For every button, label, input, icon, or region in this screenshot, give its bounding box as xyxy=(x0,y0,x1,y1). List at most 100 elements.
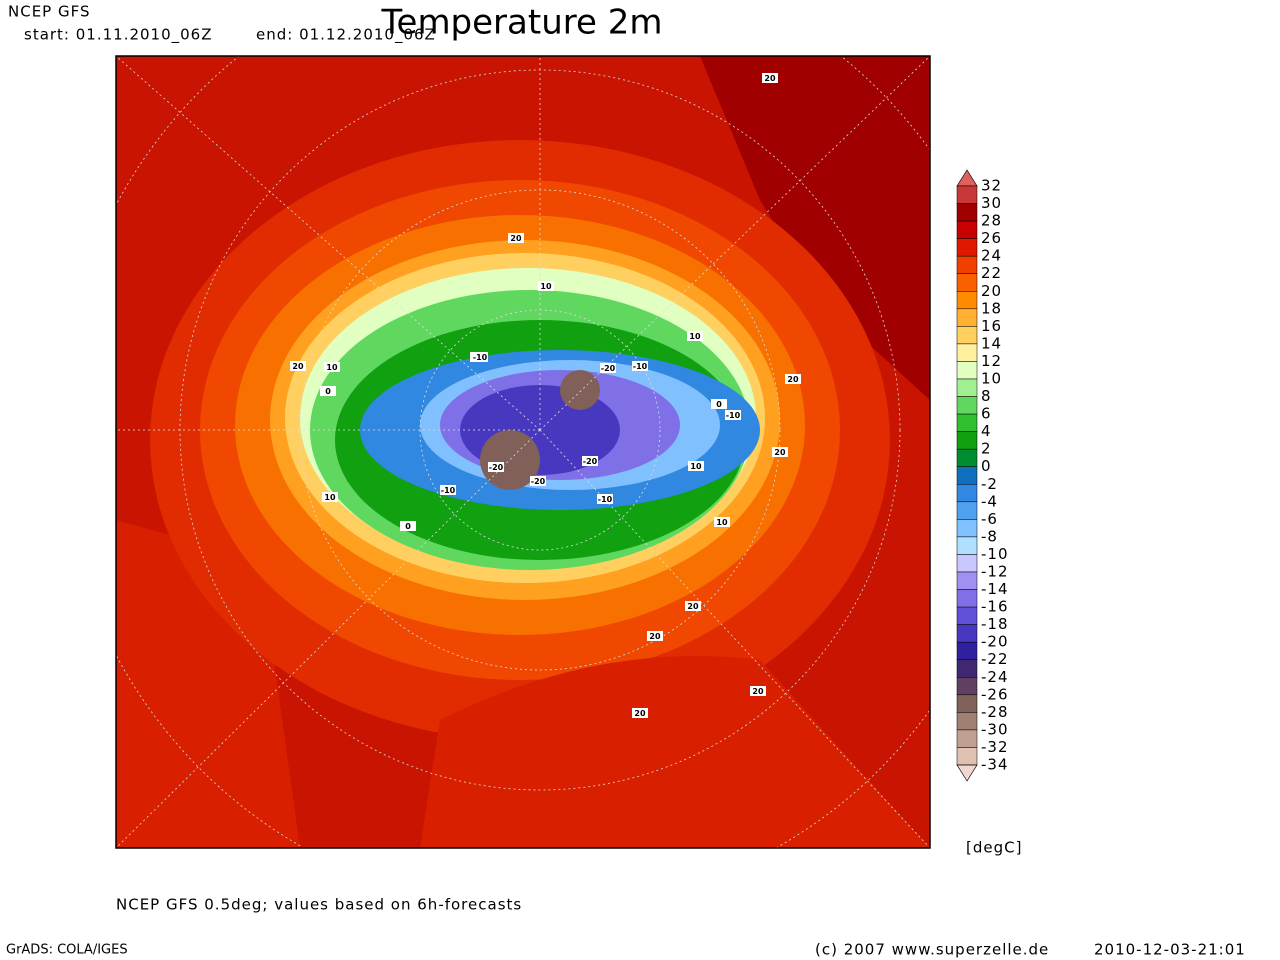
colorbar-swatch xyxy=(956,220,978,239)
contour-label: 10 xyxy=(690,462,702,471)
contour-label: -10 xyxy=(633,362,648,371)
contour-label-box xyxy=(508,233,524,243)
colorbar-label: 24 xyxy=(981,247,1002,265)
contour-label: -20 xyxy=(531,477,546,486)
contour-label-box xyxy=(714,517,730,527)
unit-label: [degC] xyxy=(966,839,1022,857)
colorbar-label: 0 xyxy=(981,457,992,475)
colorbar-label: -18 xyxy=(981,615,1009,633)
colorbar-label: -4 xyxy=(981,492,998,510)
contour-label: 0 xyxy=(325,387,331,396)
contour-label-box xyxy=(472,352,488,362)
colorbar-label: 22 xyxy=(981,264,1002,282)
warm-region xyxy=(700,56,930,400)
colorbar-label: -24 xyxy=(981,668,1009,686)
colorbar-swatch xyxy=(956,238,978,257)
colorbar-label: 28 xyxy=(981,212,1002,230)
colorbar-swatch xyxy=(956,677,978,696)
contour-label: -20 xyxy=(601,364,616,373)
contour-label-box xyxy=(440,485,456,495)
contour-label-box xyxy=(320,386,336,396)
colorbar-label: 6 xyxy=(981,405,992,423)
colorbar-label: 8 xyxy=(981,387,992,405)
colorbar-label: -28 xyxy=(981,703,1009,721)
map: 20 20 10 10 0 20 10 -10 -20 -10 -20 -20 -10 -20 -10 0 -1… xyxy=(115,55,931,849)
contour-label: -10 xyxy=(726,411,741,420)
colorbar-swatch xyxy=(956,361,978,380)
contour-label: 20 xyxy=(649,632,661,641)
contour-label: 10 xyxy=(716,518,728,527)
colorbar: 32302826242220181614121086420-2-4-6-8-10… xyxy=(956,169,1009,782)
contour-label: 20 xyxy=(764,74,776,83)
colorbar-arrow xyxy=(956,169,978,187)
contour-label: 10 xyxy=(324,493,336,502)
contour-label-box xyxy=(538,281,554,291)
colorbar-label: 30 xyxy=(981,194,1002,212)
colorbar-label: -12 xyxy=(981,563,1009,581)
colorbar-swatch xyxy=(956,185,978,204)
contour-label-box xyxy=(322,492,338,502)
contour-label: 20 xyxy=(510,234,522,243)
contour-label: -10 xyxy=(441,486,456,495)
colorbar-swatch xyxy=(956,273,978,292)
colorbar-swatch xyxy=(956,326,978,345)
contour-label: 20 xyxy=(687,602,699,611)
colorbar-swatch xyxy=(956,291,978,310)
colorbar-swatch xyxy=(956,308,978,327)
colorbar-label: -26 xyxy=(981,685,1009,703)
colorbar-label: -2 xyxy=(981,475,998,493)
africa xyxy=(420,656,930,848)
band xyxy=(560,370,600,410)
contour-label: 20 xyxy=(292,362,304,371)
map-frame xyxy=(115,55,931,849)
contour-label-box xyxy=(688,461,704,471)
colorbar-swatch xyxy=(956,554,978,573)
contour-label-box xyxy=(772,447,788,457)
colorbar-label: 20 xyxy=(981,282,1002,300)
colorbar-swatch xyxy=(956,378,978,397)
colorbar-label: 10 xyxy=(981,370,1002,388)
colorbar-label: 2 xyxy=(981,440,992,458)
colorbar-swatch xyxy=(956,589,978,608)
colorbar-swatch xyxy=(956,501,978,520)
colorbar-swatch xyxy=(956,747,978,766)
colorbar-label: -20 xyxy=(981,633,1009,651)
contour-label-box xyxy=(290,361,306,371)
contour-label-box xyxy=(725,410,741,420)
colorbar-swatch xyxy=(956,484,978,503)
contour-label-box xyxy=(685,601,701,611)
colorbar-swatch xyxy=(956,712,978,731)
end-time: end: 01.12.2010_06Z xyxy=(256,26,436,45)
contour-label-box xyxy=(632,708,648,718)
colorbar-swatch xyxy=(956,413,978,432)
colorbar-swatch xyxy=(956,571,978,590)
contour-label: 20 xyxy=(634,709,646,718)
colorbar-label: -6 xyxy=(981,510,998,528)
contour-label: 20 xyxy=(787,375,799,384)
colorbar-label: -34 xyxy=(981,756,1009,774)
colorbar-label: -22 xyxy=(981,650,1009,668)
colorbar-swatch xyxy=(956,641,978,660)
contour-label-box xyxy=(600,363,616,373)
contour-label: 0 xyxy=(716,400,722,409)
contour-label: 10 xyxy=(326,363,338,372)
colorbar-swatch xyxy=(956,448,978,467)
colorbar-swatch xyxy=(956,729,978,748)
colorbar-swatch xyxy=(956,431,978,450)
contour-label: 10 xyxy=(689,332,701,341)
colorbar-label: -14 xyxy=(981,580,1009,598)
map-title: Temperature 2m xyxy=(381,3,663,43)
contour-label-box xyxy=(632,361,648,371)
colorbar-swatch xyxy=(956,694,978,713)
contour-label-box xyxy=(785,374,801,384)
footer-note: NCEP GFS 0.5deg; values based on 6h-fore… xyxy=(116,896,522,914)
contour-label: -20 xyxy=(583,457,598,466)
colorbar-label: 16 xyxy=(981,317,1002,335)
contour-label-box xyxy=(762,73,778,83)
graticule xyxy=(116,56,930,848)
colorbar-swatch xyxy=(956,624,978,643)
colorbar-swatch xyxy=(956,396,978,415)
colorbar-arrow xyxy=(956,764,978,782)
contour-label: 20 xyxy=(774,448,786,457)
